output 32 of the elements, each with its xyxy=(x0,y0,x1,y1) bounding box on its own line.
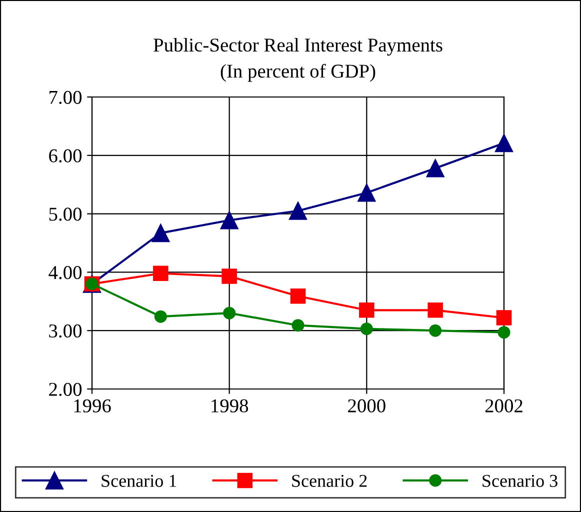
point xyxy=(360,322,373,336)
point xyxy=(288,202,308,220)
y-tick-label: 4.00 xyxy=(48,266,82,280)
y-tick-label: 2.00 xyxy=(49,382,82,396)
point xyxy=(496,310,512,326)
point xyxy=(498,326,510,339)
point xyxy=(223,306,236,320)
point xyxy=(429,324,442,337)
point xyxy=(292,319,304,332)
y-tick-label: 6.00 xyxy=(49,149,82,162)
point xyxy=(359,302,374,318)
point xyxy=(290,288,306,304)
point xyxy=(428,302,443,318)
point xyxy=(494,134,514,152)
point xyxy=(222,268,237,284)
point xyxy=(154,310,167,323)
x-tick-label: 1996 xyxy=(74,399,111,412)
x-tick-label: 2000 xyxy=(348,399,386,412)
x-tick-label: 1998 xyxy=(212,399,248,412)
legend-label: Scenario 1 xyxy=(102,474,176,487)
x-tick-label: 2002 xyxy=(485,399,522,412)
point xyxy=(152,224,170,242)
point xyxy=(153,266,168,282)
y-tick-label: 7.00 xyxy=(50,90,82,104)
point xyxy=(426,159,444,178)
point xyxy=(220,211,238,230)
point xyxy=(358,184,376,202)
y-tick-label: 5.00 xyxy=(49,208,82,221)
y-tick-label: 3.00 xyxy=(49,324,82,338)
chart-title: Public-Sector Real Interest Payments (In percent of GDP) xyxy=(154,38,442,82)
legend-label: Scenario 3 xyxy=(482,474,558,487)
legend-label: Scenario 2 xyxy=(292,474,367,487)
